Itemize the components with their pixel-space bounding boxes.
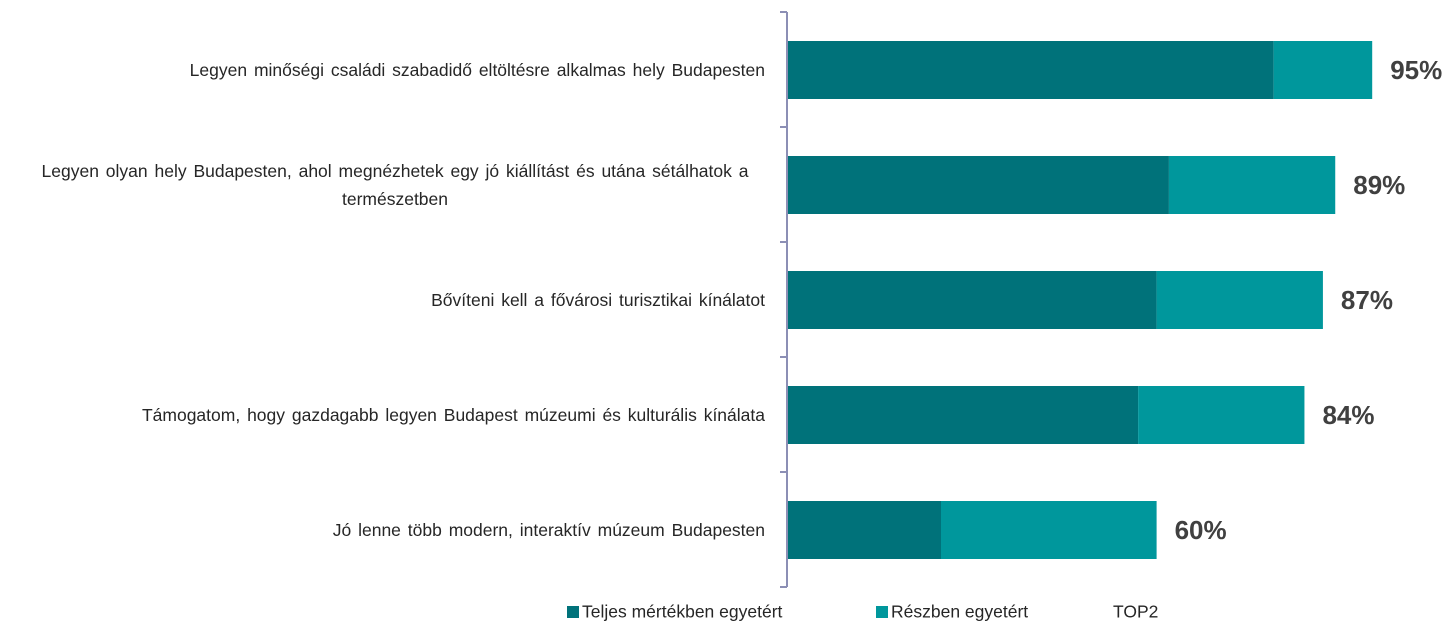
legend-label: TOP2 (1113, 602, 1158, 622)
legend-label: Teljes mértékben egyetért (582, 602, 783, 622)
category-label: Bővíteni kell a fővárosi turisztikai kín… (431, 290, 765, 310)
bar-segment (1168, 156, 1336, 214)
bar-segment (787, 386, 1139, 444)
category-label: Legyen olyan hely Budapesten, ahol megné… (41, 161, 749, 209)
category-label: Támogatom, hogy gazdagabb legyen Budapes… (141, 405, 765, 425)
bar-segment (787, 156, 1169, 214)
bar-segment (1138, 386, 1305, 444)
bar-segment (1156, 271, 1323, 329)
bar-segment (1273, 41, 1373, 99)
category-label-box: Legyen minőségi családi szabadidő eltölt… (0, 20, 765, 120)
category-label: Legyen minőségi családi szabadidő eltölt… (189, 60, 765, 80)
legend-swatch (567, 606, 579, 618)
bar-segment (787, 271, 1157, 329)
value-label: 84% (1322, 400, 1374, 430)
value-label: 87% (1341, 285, 1393, 315)
value-label: 60% (1175, 515, 1227, 545)
category-label: Jó lenne több modern, interaktív múzeum … (332, 520, 765, 540)
category-label-box: Bővíteni kell a fővárosi turisztikai kín… (0, 250, 765, 350)
category-label-box: Támogatom, hogy gazdagabb legyen Budapes… (0, 365, 765, 465)
bar-segment (941, 501, 1157, 559)
category-label-box: Jó lenne több modern, interaktív múzeum … (0, 480, 765, 580)
bar-segment (787, 501, 941, 559)
legend-label: Részben egyetért (891, 602, 1028, 622)
value-label: 89% (1353, 170, 1405, 200)
bar-segment (787, 41, 1274, 99)
legend-swatch (876, 606, 888, 618)
category-label-box: Legyen olyan hely Budapesten, ahol megné… (0, 135, 765, 235)
value-label: 95% (1390, 55, 1442, 85)
